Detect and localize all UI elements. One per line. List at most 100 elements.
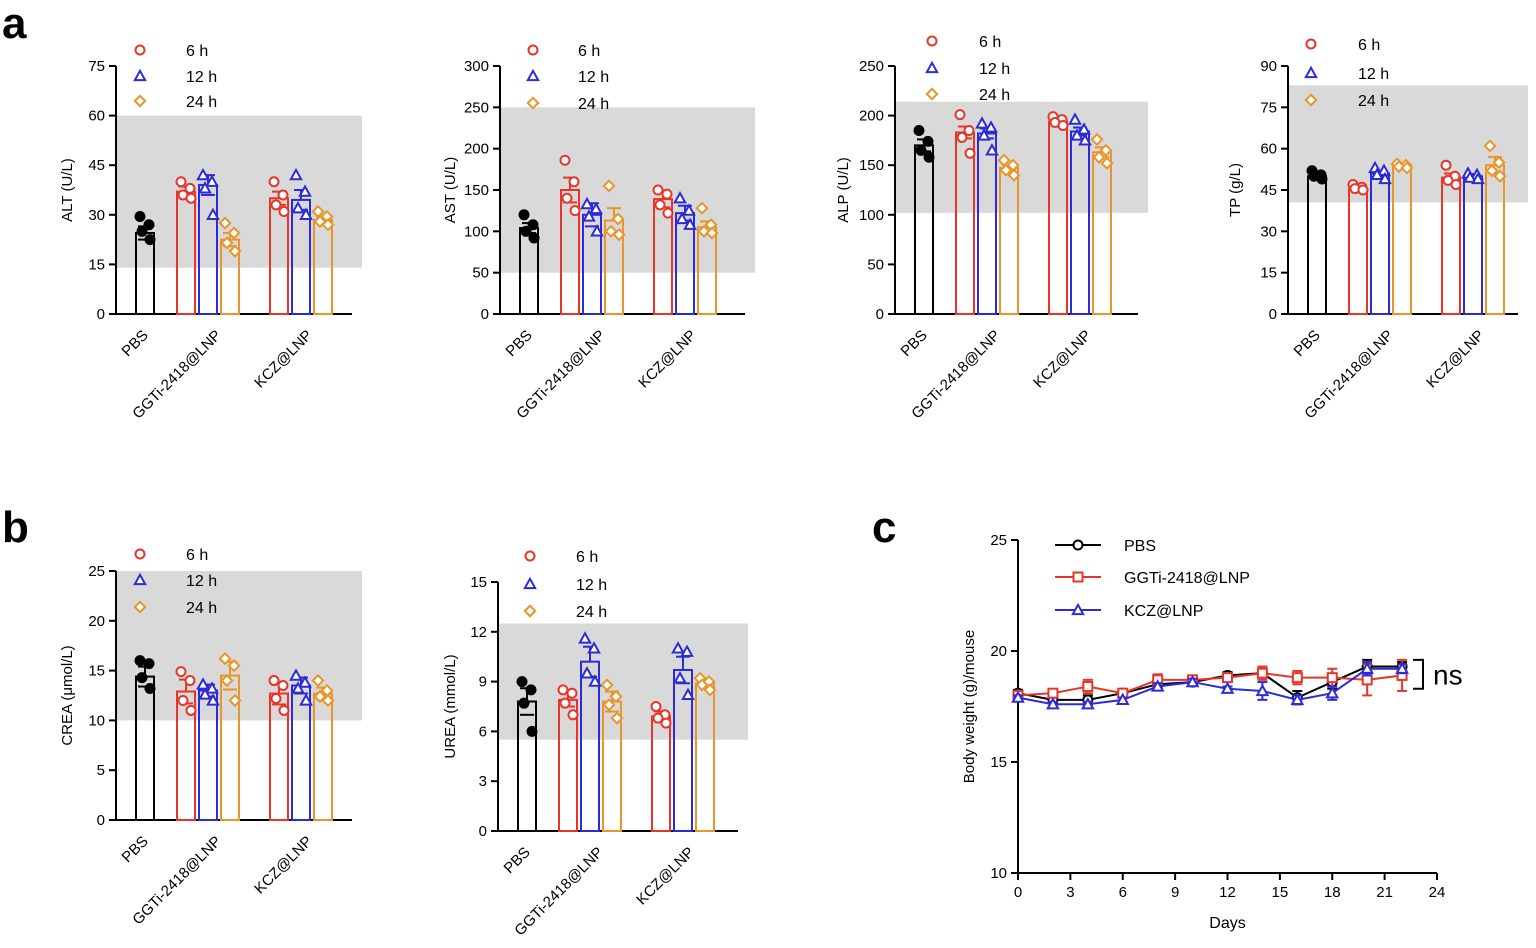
data-point: [1082, 681, 1094, 693]
data-point: [567, 709, 579, 721]
panel-label-c: c: [872, 503, 897, 552]
data-point: [999, 163, 1013, 177]
y-tick-label: 200: [464, 141, 489, 158]
legend-marker: [523, 576, 537, 590]
data-point: [568, 176, 580, 188]
data-point: [1090, 132, 1104, 146]
x-tick-label: 18: [1324, 884, 1341, 901]
x-tick-label: 12: [1219, 884, 1236, 901]
y-tick-label: 10: [88, 712, 105, 729]
x-tick-label: 9: [1171, 884, 1179, 901]
data-point: [578, 631, 592, 644]
y-tick-label: 150: [464, 182, 489, 199]
bar-group: [559, 154, 581, 315]
legend-label: KCZ@LNP: [1124, 603, 1203, 620]
y-axis-label: Body weight (g)/mouse: [961, 630, 978, 783]
y-tick-label: 0: [1269, 306, 1277, 323]
legend-label: 6 h: [186, 547, 208, 564]
data-point: [1370, 167, 1384, 180]
bar: [1348, 187, 1368, 315]
legend-label: 6 h: [1358, 37, 1380, 54]
y-tick-label: 0: [479, 823, 487, 840]
data-point: [298, 184, 312, 197]
bar-group: [289, 167, 313, 315]
data-point: [1291, 672, 1303, 684]
data-point: [683, 217, 697, 230]
data-point: [1492, 155, 1506, 170]
data-point: [1400, 161, 1414, 175]
bar-group: [1483, 139, 1507, 315]
x-tick-label: 6: [1119, 884, 1127, 901]
legend-label: 12 h: [1358, 66, 1389, 83]
data-point: [559, 697, 571, 709]
data-point: [1290, 692, 1305, 705]
data-point: [652, 712, 664, 724]
data-point: [134, 655, 146, 667]
x-tick-label: 0: [1014, 884, 1022, 901]
data-point: [662, 207, 674, 219]
significance-bracket: [1413, 658, 1424, 690]
data-point: [228, 693, 242, 708]
data-point: [520, 225, 532, 237]
legend-marker: [1304, 65, 1318, 79]
legend-label: 12 h: [578, 69, 609, 86]
y-tick-label: 60: [1260, 141, 1277, 158]
legend-label: 6 h: [979, 34, 1001, 51]
y-tick-label: 0: [97, 306, 105, 323]
legend-marker: [925, 60, 939, 74]
data-point: [1115, 692, 1130, 705]
bar-group: [1347, 178, 1369, 315]
legend-marker: [1304, 93, 1318, 107]
data-point: [268, 675, 280, 687]
bar-group: [196, 167, 220, 315]
y-tick-label: 50: [867, 256, 884, 273]
data-point: [923, 151, 935, 163]
series-line: [1017, 667, 1403, 706]
data-point: [650, 701, 662, 712]
category-label: KCZ@LNP: [251, 833, 316, 898]
legend-marker: [1305, 38, 1317, 50]
data-point: [1463, 170, 1477, 183]
legend-marker: [526, 96, 540, 110]
bar-group: [1461, 166, 1485, 315]
category-label: KCZ@LNP: [251, 327, 316, 392]
data-point: [661, 188, 673, 200]
category-label: PBS: [119, 833, 152, 866]
data-point: [278, 205, 290, 217]
data-point: [1361, 674, 1373, 686]
data-point: [175, 176, 187, 188]
data-point: [1185, 674, 1200, 688]
series-2: [1011, 661, 1409, 710]
data-point: [1395, 661, 1409, 674]
y-tick-label: 0: [481, 306, 489, 323]
data-point: [1007, 168, 1021, 182]
data-point: [580, 196, 594, 210]
category-label: KCZ@LNP: [1423, 327, 1488, 392]
legend-label: 24 h: [578, 96, 609, 113]
y-tick-label: 15: [88, 256, 105, 273]
y-tick-label: 75: [88, 58, 105, 75]
data-point: [143, 658, 155, 670]
y-tick-label: 6: [479, 723, 487, 740]
data-point: [954, 109, 966, 121]
y-tick-label: 100: [859, 207, 884, 224]
bar-group: [268, 675, 290, 821]
y-tick-label: 3: [479, 773, 487, 790]
data-point: [1068, 112, 1082, 125]
bar-group: [311, 673, 335, 821]
data-point: [177, 694, 189, 706]
bar-group: [602, 179, 626, 315]
category-label: PBS: [898, 327, 931, 360]
legend-marker: [926, 35, 938, 47]
legend-label: GGTi-2418@LNP: [1124, 570, 1250, 587]
bar-group: [578, 631, 602, 832]
y-tick-label: 0: [97, 812, 105, 829]
data-point: [600, 678, 614, 692]
y-tick-label: 60: [88, 108, 105, 125]
data-point: [559, 154, 571, 166]
data-point: [582, 209, 596, 222]
y-tick-label: 200: [859, 108, 884, 125]
data-point: [1011, 690, 1025, 703]
